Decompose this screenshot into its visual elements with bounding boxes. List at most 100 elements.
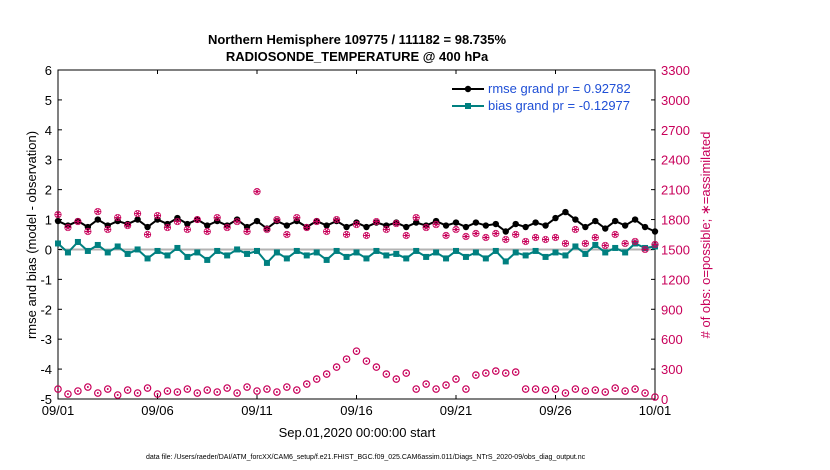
obs-assimilated-ring [551, 233, 560, 242]
obs-assimilated-ring [362, 231, 371, 240]
obs-assimilated-ring [472, 229, 480, 238]
obs-possible-point-center [624, 390, 627, 393]
obs-assimilated-point [631, 237, 639, 246]
obs-assimilated-stroke [513, 231, 518, 238]
rmse-point [283, 222, 291, 229]
bias-point [423, 253, 430, 260]
obs-possible-point-center [116, 394, 119, 397]
obs-possible-point [422, 380, 430, 388]
obs-possible-point-center [504, 372, 507, 375]
bias-point [273, 249, 280, 256]
obs-assimilated-stroke [394, 220, 399, 227]
obs-assimilated-stroke [334, 216, 339, 223]
obs-assimilated-stroke [254, 188, 260, 195]
y-tick-label-right: 900 [661, 302, 683, 317]
obs-assimilated-stroke [85, 228, 90, 235]
obs-assimilated-stroke [155, 212, 160, 219]
bias-point [224, 252, 231, 259]
bias-point [293, 247, 300, 254]
obs-possible-point [541, 386, 550, 394]
obs-assimilated-point [362, 231, 371, 240]
bias-point [204, 256, 211, 263]
bias-point [482, 255, 489, 262]
obs-assimilated-stroke [553, 234, 558, 241]
obs-assimilated-stroke [573, 226, 578, 233]
bias-point [303, 252, 310, 259]
rmse-point [452, 219, 460, 226]
obs-assimilated-stroke [95, 208, 100, 215]
obs-assimilated-point [313, 217, 321, 226]
y-tick-label-left: 3 [45, 153, 52, 168]
obs-possible-point [462, 385, 470, 393]
rmse-point [184, 220, 191, 228]
x-tick-label: 09/01 [42, 403, 75, 418]
obs-possible-point-center [435, 388, 438, 391]
obs-assimilated-point [512, 230, 520, 239]
obs-assimilated-stroke [603, 242, 608, 249]
obs-assimilated-stroke [374, 218, 379, 225]
obs-possible-point-center [166, 390, 169, 393]
rmse-point [482, 222, 490, 229]
obs-possible-point [412, 385, 421, 393]
obs-assimilated-stroke [643, 246, 648, 253]
obs-assimilated-point [541, 235, 550, 244]
obs-assimilated-ring [143, 230, 152, 239]
obs-assimilated-ring [571, 225, 580, 234]
obs-assimilated-stroke [304, 224, 309, 231]
rmse-point [562, 208, 569, 216]
obs-assimilated-ring [442, 231, 450, 240]
rmse-point [363, 223, 370, 231]
obs-assimilated-stroke [444, 232, 449, 239]
obs-possible-point [74, 387, 82, 395]
obs-assimilated-point [621, 239, 629, 248]
obs-assimilated-point [452, 225, 460, 234]
obs-assimilated-point [492, 229, 500, 238]
obs-assimilated-stroke [583, 240, 588, 247]
x-tick-label: 09/21 [440, 403, 473, 418]
rmse-point [54, 217, 62, 225]
bias-point [283, 255, 290, 262]
obs-assimilated-point [551, 233, 560, 242]
y-tick-label-right: 3000 [661, 93, 690, 108]
obs-possible-point [631, 385, 639, 393]
obs-possible-point [561, 389, 570, 397]
x-axis-label: Sep.01,2020 00:00:00 start [279, 425, 436, 440]
obs-possible-point-center [355, 350, 358, 353]
obs-possible-point-center [345, 358, 348, 361]
obs-assimilated-ring [422, 223, 430, 232]
chart-title-line2: RADIOSONDE_TEMPERATURE @ 400 hPa [226, 49, 489, 64]
obs-assimilated-point [482, 233, 490, 242]
obs-possible-point [133, 389, 142, 397]
obs-assimilated-point [263, 225, 271, 234]
bias-point [532, 247, 539, 254]
bias-point [254, 247, 260, 254]
obs-possible-point [64, 390, 72, 398]
rmse-point [492, 220, 499, 228]
obs-possible-point [581, 387, 590, 395]
obs-assimilated-point [342, 230, 351, 239]
obs-possible-point-center [265, 388, 268, 391]
bias-point [393, 250, 400, 257]
obs-assimilated-ring [372, 217, 380, 226]
obs-assimilated-ring [482, 233, 490, 242]
obs-possible-point [203, 386, 212, 394]
obs-assimilated-ring [452, 225, 460, 234]
obs-assimilated-point [402, 231, 410, 240]
obs-possible-point-center [57, 388, 59, 391]
obs-assimilated-stroke [284, 231, 289, 238]
rmse-point [651, 228, 659, 235]
obs-possible-point-center [275, 391, 278, 394]
obs-possible-point-center [126, 389, 129, 392]
obs-possible-point-center [415, 388, 418, 391]
obs-possible-point-center [206, 389, 209, 392]
y-axis-label-left: rmse and bias (model - observation) [24, 131, 39, 339]
obs-assimilated-ring [273, 215, 281, 224]
footer-data-file: data file: /Users/raeder/DAI/ATM_forcXX/… [146, 454, 586, 461]
bias-point [333, 247, 340, 254]
bias-point [562, 252, 569, 259]
obs-assimilated-ring [561, 239, 570, 248]
obs-possible-point [292, 386, 301, 394]
obs-possible-point-center [106, 388, 109, 391]
obs-possible-point [442, 381, 450, 389]
bias-point [174, 244, 181, 251]
